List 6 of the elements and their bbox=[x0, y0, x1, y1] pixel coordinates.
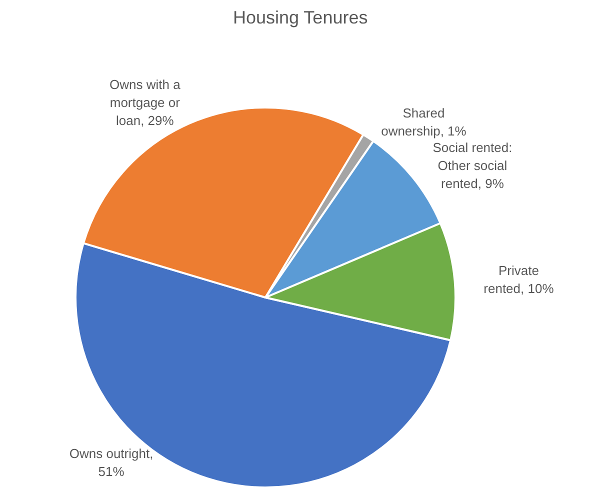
slice-label: Social rented: Other social rented, 9% bbox=[432, 140, 512, 191]
slice-label: Private rented, 10% bbox=[484, 262, 554, 296]
slice-label: Owns outright, 51% bbox=[69, 446, 154, 479]
chart-title: Housing Tenures bbox=[232, 8, 368, 28]
slice-label: Owns with a mortgage or loan, 29% bbox=[110, 77, 182, 128]
slice-label: Shared ownership, 1% bbox=[381, 105, 467, 138]
